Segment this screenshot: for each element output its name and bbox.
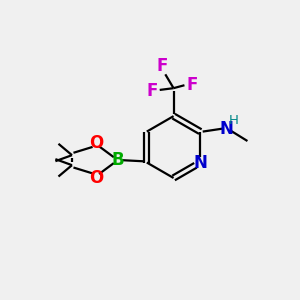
Text: N: N (220, 120, 234, 138)
Text: F: F (157, 57, 168, 75)
Text: F: F (187, 76, 198, 94)
Text: N: N (194, 154, 207, 172)
Text: F: F (146, 82, 158, 100)
Text: O: O (89, 169, 103, 187)
Text: B: B (111, 151, 124, 169)
Text: O: O (89, 134, 103, 152)
Text: H: H (228, 114, 238, 127)
